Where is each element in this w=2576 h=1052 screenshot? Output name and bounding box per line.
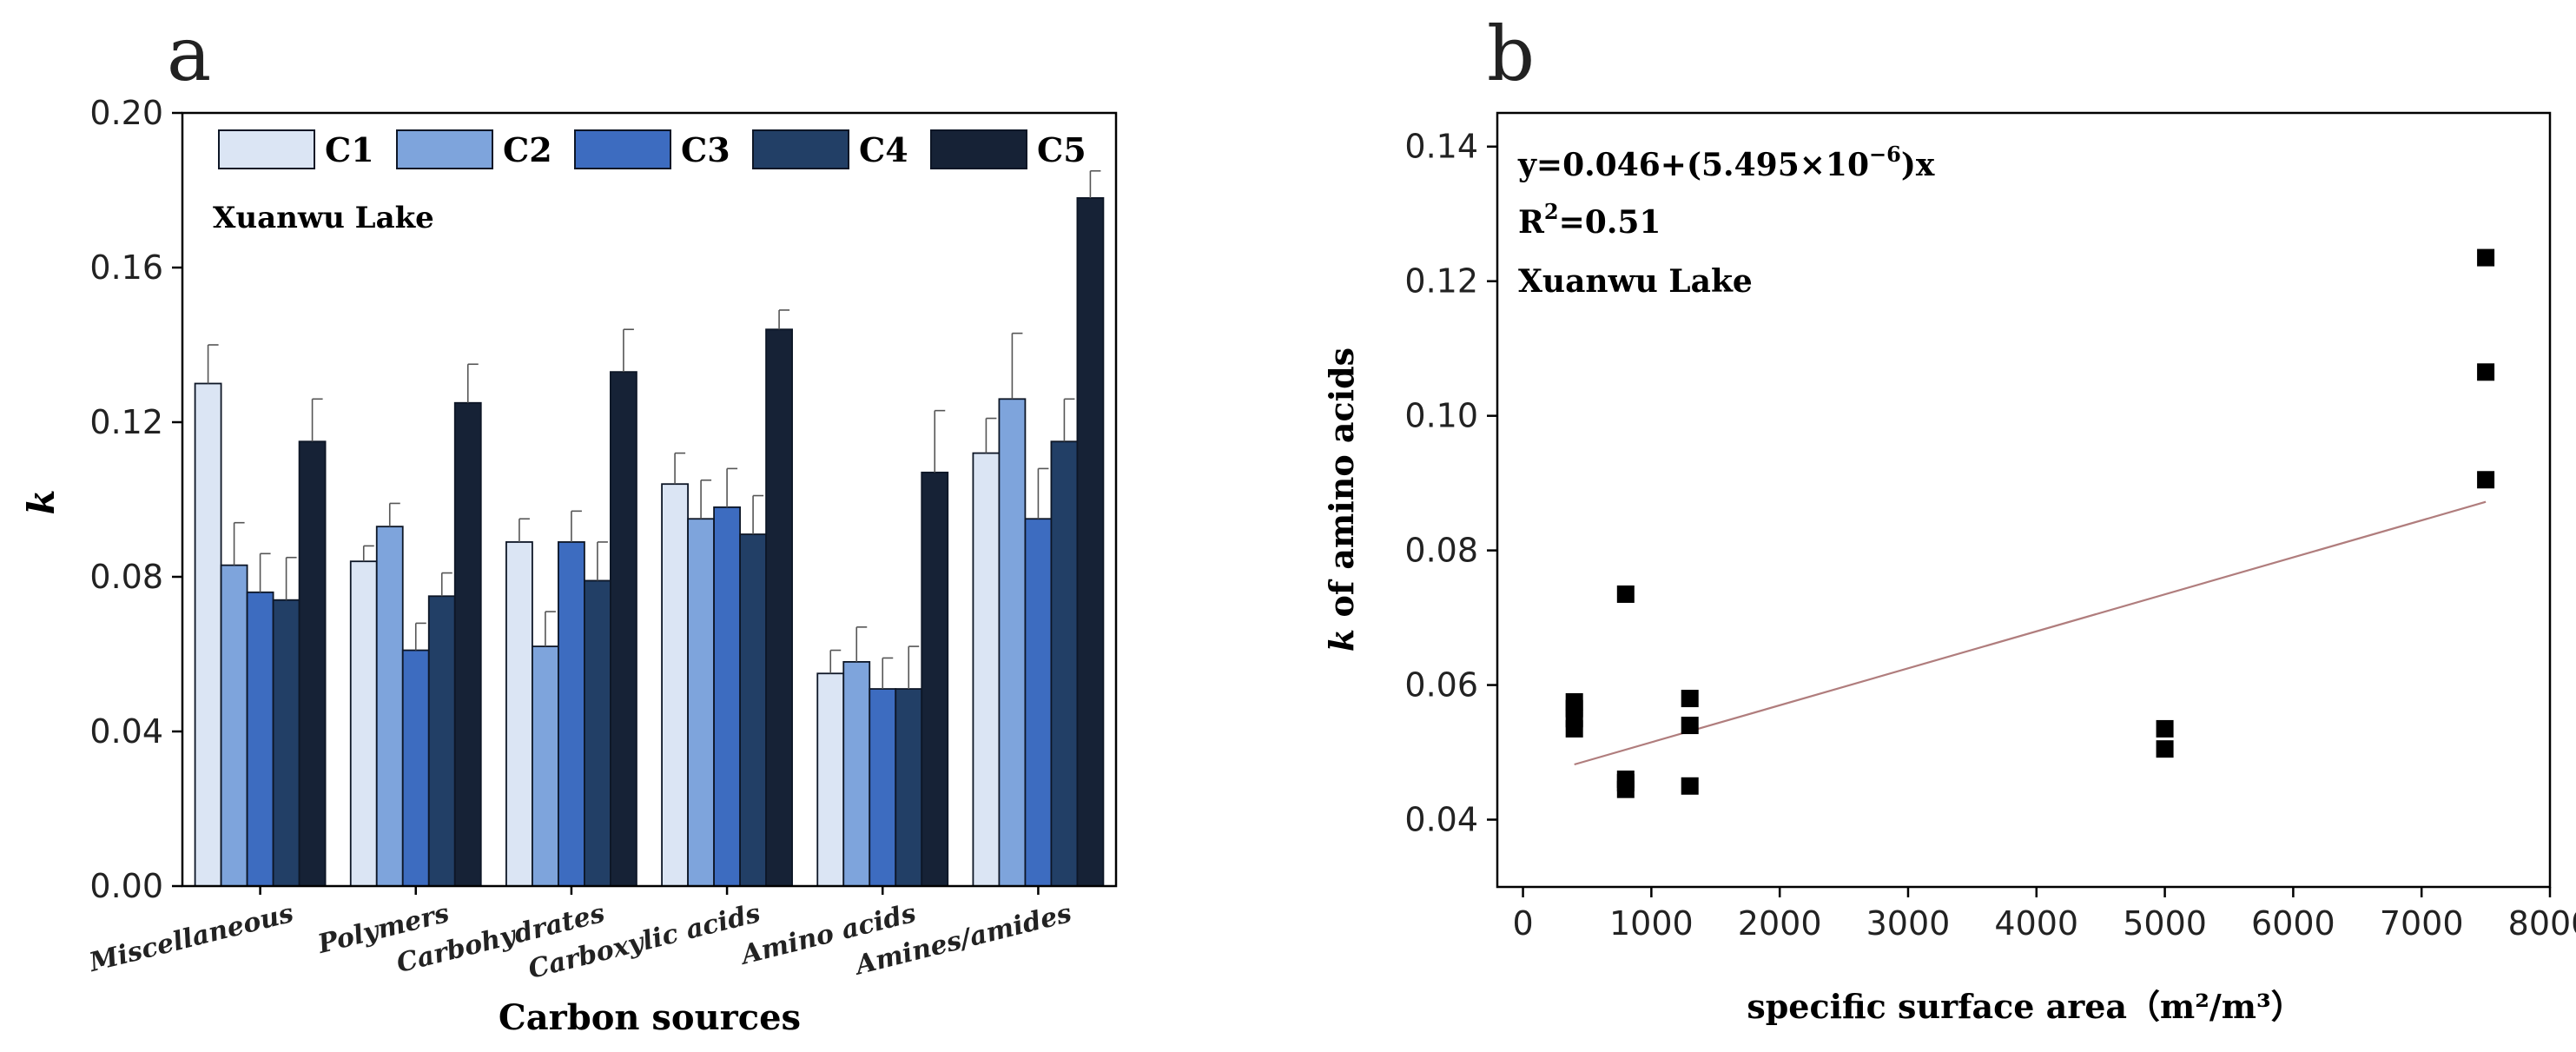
x-tick-label-a: Miscellaneous (86, 898, 297, 978)
bar-c5 (921, 471, 949, 887)
legend-a: C1 C2 C3 C4 C5 (218, 129, 1087, 169)
x-tick-label-b: 4000 (1994, 904, 2078, 943)
scatter-chart-amino-acids: 0.04 0.06 0.08 0.10 0.12 0.14 0 1000 2000 3000 40… (1322, 111, 2576, 1026)
regression-line (1574, 500, 2487, 766)
x-tick-label-b: 1000 (1609, 904, 1694, 943)
legend-label-c1: C1 (325, 130, 374, 169)
legend-swatch-c4 (752, 129, 849, 169)
bar-c5 (765, 328, 793, 887)
x-axis-ticks-a: Miscellaneous PolymersCarbohydratesCarbox… (86, 886, 1074, 985)
scatter-points-group (1565, 248, 2495, 798)
y-axis-label-a: k (20, 489, 63, 514)
fit-equation: y=0.046+(5.495×10−6)x (1517, 142, 1935, 183)
bar-c3 (246, 591, 274, 887)
scatter-point (1565, 692, 1583, 711)
y-axis-ticks-b: 0.04 0.06 0.08 0.10 0.12 0.14 (1404, 128, 1497, 839)
bar-c4 (1050, 440, 1079, 887)
annotation-lake-a: Xuanwu Lake (213, 201, 434, 235)
legend-label-c5: C5 (1037, 130, 1087, 169)
y-tick-label-b: 0.10 (1404, 397, 1478, 435)
y-tick-label-a: 0.20 (89, 94, 163, 132)
y-tick-label-b: 0.14 (1404, 128, 1478, 166)
scatter-point (2477, 363, 2495, 381)
bar-c2 (842, 661, 871, 887)
x-tick-label-b: 5000 (2123, 904, 2207, 943)
bar-c2 (220, 564, 248, 887)
plot-frame-a (181, 111, 1118, 888)
bar-c3 (401, 649, 430, 887)
scatter-point (2477, 471, 2495, 489)
bar-c1 (505, 541, 533, 887)
bar-c4 (895, 688, 923, 887)
scatter-point (1681, 690, 1699, 708)
bar-c5 (298, 440, 327, 887)
y-tick-label-a: 0.00 (89, 867, 163, 905)
y-tick-label-b: 0.04 (1404, 801, 1478, 839)
x-tick-label-b: 2000 (1738, 904, 1822, 943)
plot-frame-b (1496, 111, 2552, 889)
bar-c3 (869, 688, 897, 887)
bar-c4 (584, 579, 611, 887)
scatter-point (2156, 740, 2174, 758)
legend-swatch-c2 (396, 129, 493, 169)
bar-c2 (998, 398, 1027, 887)
bar-c3 (713, 506, 741, 887)
x-tick-label-b: 8000 (2508, 904, 2576, 943)
bar-chart-carbon-sources: 0.00 0.04 0.08 0.12 0.16 0.20 Miscellaneous Po… (20, 94, 1118, 1038)
legend-label-c4: C4 (859, 130, 908, 169)
bar-c1 (194, 382, 222, 887)
legend-label-c3: C3 (681, 130, 730, 169)
scatter-point (1616, 771, 1635, 789)
scatter-point (1681, 717, 1699, 735)
annotation-lake-b: Xuanwu Lake (1518, 263, 1753, 300)
y-tick-label-a: 0.04 (89, 712, 163, 751)
y-tick-label-a: 0.16 (89, 248, 163, 287)
x-axis-label-a: Carbon sources (499, 997, 801, 1038)
legend-swatch-c3 (574, 129, 671, 169)
bar-c3 (1024, 518, 1053, 887)
scatter-point (2156, 719, 2174, 738)
panel-label-a: a (167, 11, 211, 98)
bar-c4 (427, 595, 456, 887)
bar-c5 (610, 371, 637, 887)
scatter-point (1616, 585, 1635, 603)
bar-c5 (453, 401, 482, 887)
scatter-point (2477, 248, 2495, 267)
x-axis-label-b: specific surface area（m²/m³） (1747, 987, 2303, 1026)
bar-c2 (375, 526, 404, 887)
y-tick-label-a: 0.12 (89, 403, 163, 441)
bar-c4 (272, 599, 301, 887)
legend-swatch-c5 (930, 129, 1027, 169)
legend-label-c2: C2 (503, 130, 552, 169)
bar-c1 (816, 672, 845, 887)
y-tick-label-b: 0.12 (1404, 262, 1478, 301)
scatter-point (1681, 777, 1699, 795)
bar-c2 (687, 518, 715, 887)
panel-label-b: b (1487, 11, 1535, 98)
r-squared: R2=0.51 (1518, 199, 1661, 241)
x-axis-ticks-b: 0 1000 2000 3000 4000 5000 6000 7000 8000 (1512, 887, 2576, 943)
y-tick-label-a: 0.08 (89, 558, 163, 596)
bar-c5 (1076, 196, 1105, 887)
bar-c1 (972, 452, 1001, 887)
y-tick-label-b: 0.06 (1404, 666, 1478, 705)
bar-c1 (349, 560, 378, 887)
x-tick-label-b: 7000 (2380, 904, 2464, 943)
y-axis-ticks-a: 0.00 0.04 0.08 0.12 0.16 0.20 (89, 94, 182, 905)
x-tick-label-b: 6000 (2251, 904, 2335, 943)
y-tick-label-b: 0.08 (1404, 532, 1478, 570)
x-tick-label-b: 0 (1512, 904, 1533, 943)
bar-c4 (739, 533, 767, 887)
bar-series-group (194, 169, 1105, 887)
bar-c1 (661, 483, 689, 887)
y-axis-label-b: k of amino acids (1322, 347, 1361, 652)
x-tick-label-b: 3000 (1866, 904, 1951, 943)
legend-swatch-c1 (218, 129, 315, 169)
bar-c2 (532, 645, 559, 887)
bar-c3 (558, 541, 585, 887)
